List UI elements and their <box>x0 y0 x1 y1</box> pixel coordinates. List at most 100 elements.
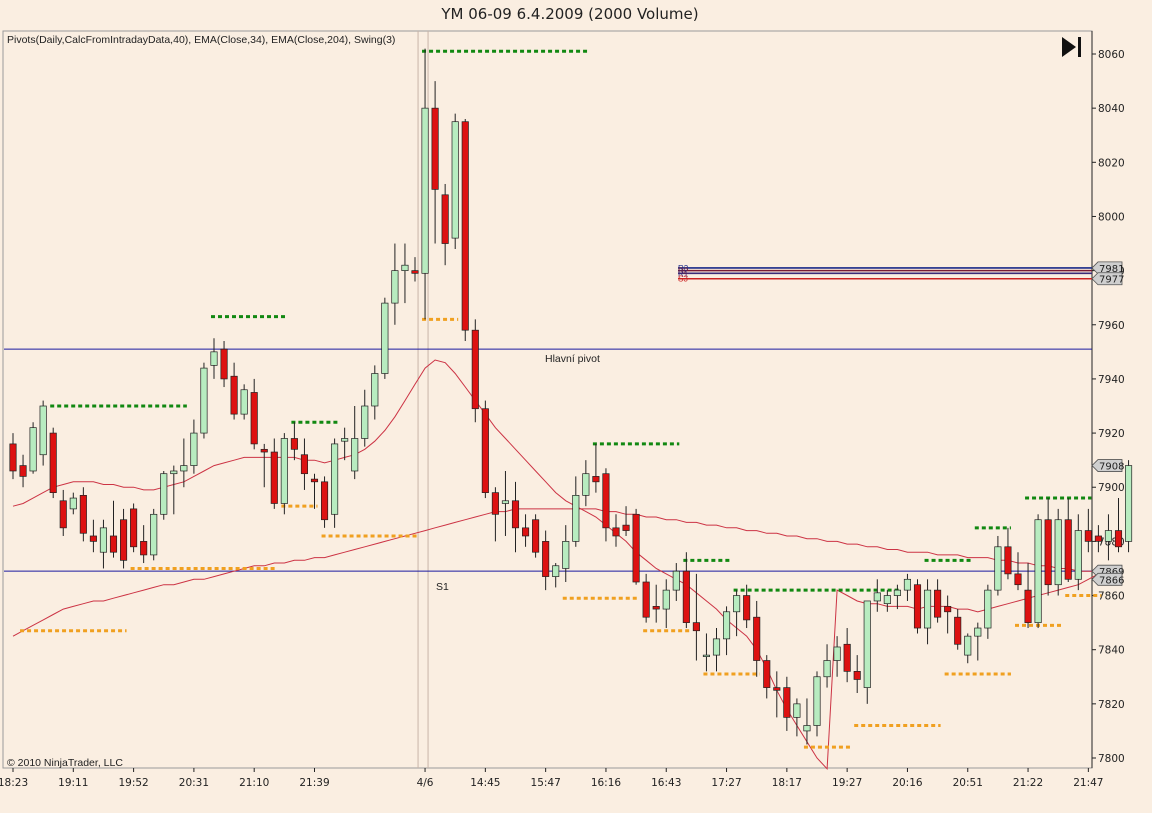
candle-body-up <box>672 570 680 591</box>
candle-body-up <box>893 589 901 596</box>
candle-body-up <box>1034 519 1042 623</box>
candle-body-down <box>310 478 319 483</box>
candle-body-down <box>763 660 771 688</box>
candle-body-up <box>883 595 891 605</box>
candle <box>803 698 811 745</box>
x-tick-label: 17:27 <box>711 777 741 789</box>
candle <box>934 579 942 623</box>
x-axis: 18:23 19:11 19:52 20:31 21:10 21:39 4/6 14:45 15… <box>0 768 1103 789</box>
y-tick-label: 7900 <box>1098 482 1125 494</box>
candle-body-down <box>19 465 27 477</box>
candle-body-down <box>59 500 67 529</box>
candle-body-down <box>511 500 520 529</box>
candle-body-down <box>300 454 309 475</box>
candle <box>351 406 359 480</box>
candle <box>59 489 67 536</box>
pivot-level-label: R3 <box>678 264 689 273</box>
candle-body-down <box>1044 519 1052 586</box>
candle-body-up <box>994 546 1002 591</box>
x-tick-label: 15:47 <box>531 777 561 789</box>
price-tag-label: 7866 <box>1099 575 1124 586</box>
candle <box>401 243 409 304</box>
candle <box>702 633 711 672</box>
candle <box>431 81 439 244</box>
x-tick-label: 21:10 <box>239 777 269 789</box>
candle-body-up <box>1054 519 1062 586</box>
candle <box>1094 525 1102 553</box>
candle-body-up <box>572 495 580 542</box>
candle <box>321 476 329 528</box>
candle <box>511 481 520 553</box>
candle <box>190 419 198 474</box>
candle-body-up <box>813 676 821 726</box>
candle-body-down <box>783 687 791 718</box>
candle <box>170 465 178 515</box>
candle-body-down <box>461 121 469 331</box>
candle <box>632 508 640 585</box>
candle <box>79 487 87 542</box>
candle <box>883 590 891 612</box>
candle-body-down <box>652 606 660 610</box>
candle-body-up <box>552 565 560 577</box>
candle <box>29 422 37 474</box>
candle-body-down <box>119 519 128 561</box>
candle-body-down <box>622 524 630 531</box>
candle <box>793 698 801 737</box>
candle-body-down <box>1064 519 1072 580</box>
pivot-label: Hlavní pivot <box>545 353 600 365</box>
candle-body-down <box>321 481 329 521</box>
go-to-end-button[interactable] <box>1062 37 1081 57</box>
candle-body-up <box>833 646 841 661</box>
price-tag-label: 7977 <box>1099 275 1124 286</box>
ema-204-line <box>12 508 1099 637</box>
candle-body-up <box>451 121 459 239</box>
candle <box>783 676 791 731</box>
candle <box>501 470 510 536</box>
candle-body-down <box>773 687 781 691</box>
candle-body-down <box>9 443 17 472</box>
candle <box>240 384 248 420</box>
candle <box>391 243 399 325</box>
candle <box>411 257 419 282</box>
copyright-label: © 2010 NinjaTrader, LLC <box>7 757 123 769</box>
candle-body-down <box>532 519 540 553</box>
candle-body-down <box>753 616 761 661</box>
candle <box>974 622 982 661</box>
price-tag-shape <box>1091 572 1123 586</box>
pivot-level-label: R1 <box>678 269 689 278</box>
candle <box>903 573 912 601</box>
candle-body-up <box>722 611 731 640</box>
candle <box>893 584 901 610</box>
x-tick-label: 19:27 <box>832 777 862 789</box>
candle-body-up <box>562 541 570 569</box>
price-tag-shape <box>1091 459 1123 472</box>
candle <box>743 584 751 629</box>
candle-body-up <box>280 438 288 504</box>
candle <box>1054 508 1062 596</box>
candle <box>1024 563 1032 629</box>
candle <box>994 535 1002 596</box>
candle-body-down <box>491 492 499 515</box>
candle <box>863 600 871 704</box>
candle <box>833 636 841 677</box>
candle <box>763 655 771 699</box>
x-tick-label: 18:23 <box>0 777 28 789</box>
pivot-level-label: S3 <box>678 275 688 284</box>
candle <box>280 433 288 515</box>
candle-body-up <box>210 351 218 366</box>
candle-body-down <box>411 270 419 274</box>
x-tick-label: 21:47 <box>1073 777 1103 789</box>
candle-body-down <box>743 595 751 621</box>
candle-body-up <box>401 264 409 271</box>
price-tag-label: 7908 <box>1099 462 1124 473</box>
candle-body-down <box>602 473 610 529</box>
candle-body-up <box>69 497 77 510</box>
candle <box>270 438 278 509</box>
candle-body-down <box>1014 573 1022 586</box>
candle <box>1074 514 1082 591</box>
pivot-level-label: R2 <box>678 267 689 276</box>
candle <box>341 427 349 461</box>
x-tick-label: 14:45 <box>470 777 500 789</box>
